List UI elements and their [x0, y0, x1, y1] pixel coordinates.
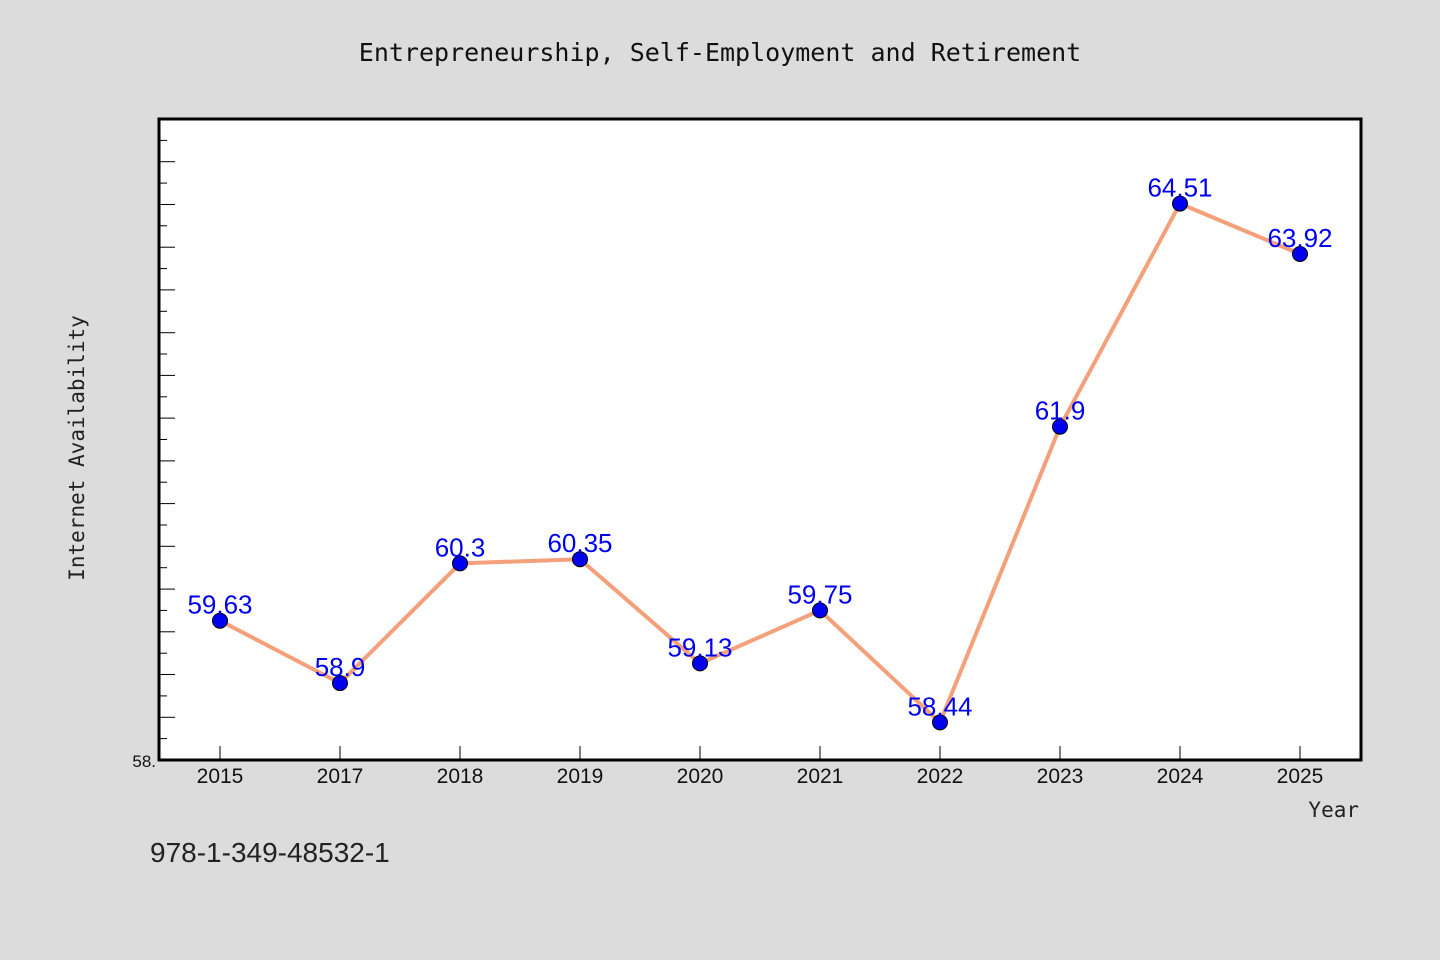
plot-area: [157, 117, 1363, 762]
data-point: [1292, 246, 1308, 262]
data-markers: [212, 195, 1308, 731]
x-axis-label: Year: [1308, 798, 1359, 822]
data-label: 60.3: [435, 532, 486, 562]
data-label: 58.9: [315, 652, 366, 682]
data-point: [692, 655, 708, 672]
y-tick-label-min: 58.: [132, 752, 156, 771]
data-point: [452, 555, 468, 572]
chart-title: Entrepreneurship, Self-Employment and Re…: [359, 38, 1081, 67]
data-point: [1172, 195, 1188, 212]
data-point: [932, 714, 948, 731]
footnote: 978-1-349-48532-1: [150, 837, 390, 868]
x-axis-ticks: 2015 2017 2018 2019 2020 2021 2022 2023 2024 2025: [197, 746, 1324, 788]
data-label: 59.75: [787, 579, 852, 609]
x-tick-label: 2022: [917, 765, 964, 788]
x-tick-label: 2018: [437, 765, 484, 788]
data-label: 64.51: [1147, 173, 1212, 203]
x-tick-label: 2021: [797, 765, 844, 788]
data-label: 59.63: [187, 590, 252, 620]
series-group: [219, 201, 1301, 725]
data-point: [572, 551, 588, 568]
series-line: [219, 201, 1301, 725]
data-point: [812, 602, 828, 619]
data-label: 61.9: [1035, 396, 1086, 426]
data-point: [212, 612, 228, 629]
data-point: [332, 675, 348, 692]
x-tick-label: 2019: [557, 765, 604, 788]
y-axis-label: Internet Availability: [65, 315, 89, 581]
data-point: [1052, 418, 1068, 435]
x-tick-label: 2017: [317, 765, 364, 788]
data-label: 60.35: [547, 528, 612, 558]
x-tick-label: 2015: [197, 765, 244, 788]
x-tick-label: 2023: [1037, 765, 1084, 788]
x-tick-label: 2025: [1277, 765, 1324, 788]
x-tick-label: 2020: [677, 765, 724, 788]
data-labels: 59.63 58.9 60.3 60.35 59.13 59.75 58.44 61.9 64.…: [187, 173, 1332, 722]
data-label: 63.92: [1267, 223, 1332, 253]
x-tick-label: 2024: [1157, 765, 1204, 788]
data-label: 59.13: [667, 632, 732, 662]
data-label: 58.44: [907, 691, 972, 721]
y-minor-ticks: [159, 118, 175, 761]
